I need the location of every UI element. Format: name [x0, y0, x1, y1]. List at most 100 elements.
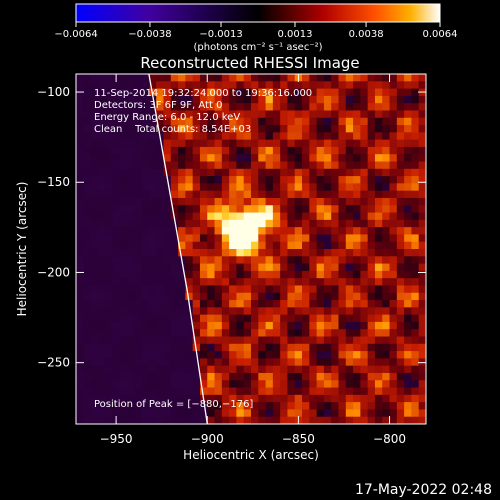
heatmap-cell: [360, 358, 369, 367]
heatmap-cell: [119, 292, 128, 301]
heatmap-cell: [148, 212, 157, 221]
heatmap-cell: [280, 190, 288, 199]
heatmap-cell: [134, 190, 143, 199]
heatmap-cell: [178, 409, 186, 418]
heatmap-cell: [280, 234, 288, 243]
heatmap-cell: [134, 372, 143, 381]
heatmap-cell: [360, 380, 369, 388]
heatmap-cell: [214, 74, 223, 82]
heatmap-cell: [294, 110, 303, 119]
heatmap-cell: [331, 270, 339, 279]
heatmap-cell: [76, 212, 84, 221]
heatmap-cell: [163, 387, 172, 396]
heatmap-cell: [272, 74, 281, 82]
heatmap-cell: [323, 365, 332, 374]
heatmap-cell: [112, 300, 121, 308]
heatmap-cell: [236, 263, 245, 272]
heatmap-cell: [97, 365, 106, 374]
heatmap-cell: [404, 380, 412, 388]
heatmap-cell: [83, 212, 91, 221]
heatmap-cell: [170, 321, 179, 330]
heatmap-cell: [418, 117, 426, 126]
heatmap-cell: [360, 292, 369, 301]
heatmap-cell: [302, 365, 310, 374]
heatmap-cell: [309, 110, 318, 119]
heatmap-cell: [170, 285, 179, 294]
heatmap-cell: [396, 409, 405, 418]
heatmap-cell: [243, 351, 252, 359]
heatmap-cell: [76, 372, 84, 381]
heatmap-cell: [374, 227, 383, 235]
heatmap-cell: [316, 227, 325, 235]
heatmap-cell: [221, 300, 230, 308]
heatmap-cell: [221, 416, 230, 424]
heatmap-cell: [76, 125, 84, 133]
heatmap-cell: [360, 176, 369, 184]
heatmap-cell: [192, 81, 201, 89]
heatmap-cell: [178, 314, 186, 323]
heatmap-cell: [353, 394, 361, 403]
heatmap-cell: [404, 176, 412, 184]
heatmap-cell: [258, 263, 266, 272]
heatmap-cell: [221, 139, 230, 148]
heatmap-cell: [309, 307, 318, 316]
heatmap-cell: [243, 110, 252, 119]
heatmap-cell: [178, 219, 186, 228]
heatmap-cell: [294, 176, 303, 184]
heatmap-cell: [389, 234, 398, 243]
heatmap-cell: [374, 81, 383, 89]
heatmap-cell: [76, 321, 84, 330]
heatmap-cell: [294, 285, 303, 294]
heatmap-cell: [243, 117, 252, 126]
heatmap-cell: [83, 103, 91, 111]
heatmap-cell: [156, 409, 164, 418]
heatmap-cell: [141, 74, 150, 82]
heatmap-cell: [374, 351, 383, 359]
heatmap-cell: [192, 321, 201, 330]
heatmap-cell: [192, 278, 201, 286]
heatmap-cell: [411, 74, 420, 82]
heatmap-cell: [345, 168, 354, 177]
heatmap-cell: [170, 183, 179, 192]
heatmap-cell: [221, 329, 230, 337]
heatmap-cell: [418, 321, 426, 330]
heatmap-cell: [323, 74, 332, 82]
heatmap-cell: [76, 351, 84, 359]
heatmap-cell: [119, 234, 128, 243]
heatmap-cell: [185, 139, 194, 148]
heatmap-cell: [353, 132, 361, 141]
heatmap-cell: [127, 168, 135, 177]
heatmap-cell: [90, 132, 99, 141]
heatmap-cell: [331, 168, 339, 177]
heatmap-cell: [141, 154, 150, 162]
heatmap-cell: [302, 74, 310, 82]
heatmap-cell: [353, 197, 361, 206]
heatmap-cell: [170, 88, 179, 97]
heatmap-cell: [83, 321, 91, 330]
heatmap-cell: [156, 241, 164, 250]
heatmap-cell: [236, 88, 245, 97]
heatmap-cell: [148, 278, 157, 286]
heatmap-cell: [396, 197, 405, 206]
heatmap-cell: [265, 387, 274, 396]
heatmap-cell: [83, 416, 91, 424]
heatmap-cell: [207, 278, 215, 286]
heatmap-cell: [199, 190, 208, 199]
heatmap-cell: [265, 154, 274, 162]
heatmap-cell: [156, 263, 164, 272]
heatmap-cell: [83, 110, 91, 119]
heatmap-cell: [112, 380, 121, 388]
heatmap-cell: [382, 110, 390, 119]
heatmap-cell: [134, 321, 143, 330]
heatmap-cell: [156, 95, 164, 104]
heatmap-cell: [404, 256, 412, 264]
heatmap-cell: [236, 329, 245, 337]
heatmap-cell: [404, 125, 412, 133]
heatmap-cell: [287, 103, 296, 111]
heatmap-cell: [170, 110, 179, 119]
heatmap-cell: [214, 285, 223, 294]
heatmap-cell: [382, 256, 390, 264]
heatmap-cell: [119, 314, 128, 323]
heatmap-cell: [251, 321, 259, 330]
heatmap-cell: [148, 409, 157, 418]
